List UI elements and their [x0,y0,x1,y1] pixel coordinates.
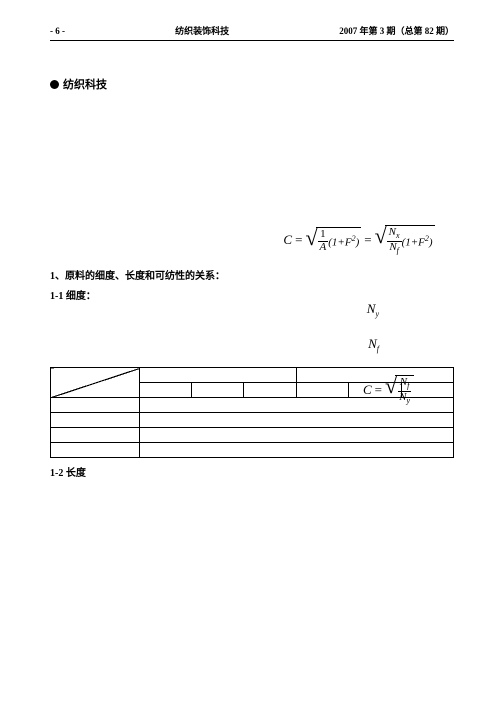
table-cell [51,428,140,443]
page: - 6 - 纺织装饰科技 2007 年第 3 期（总第 82 期） 纺织科技 C… [0,0,504,499]
sqrt-1: √ 1 A (1+F2) [305,227,361,253]
var-C: C [283,232,292,248]
journal-title: 纺织装饰科技 [65,24,339,37]
subsection-1-2: 1-2 长度 [50,464,454,479]
table-row [51,443,454,458]
equals-3: = [375,382,382,398]
table-row [51,428,454,443]
frac3-den: Ny [397,392,412,406]
equals-2: = [364,232,371,248]
var-C2: C [363,382,372,398]
table-cell [139,383,191,398]
frac2-num: Nx [387,227,402,242]
frac1-num: 1 [318,229,328,242]
table-cell [51,413,140,428]
sqrt-3: √ Nf Ny [385,375,414,405]
table-row [51,413,454,428]
page-header: - 6 - 纺织装饰科技 2007 年第 3 期（总第 82 期） [50,24,454,41]
issue-info: 2007 年第 3 期（总第 82 期） [339,24,454,37]
frac1-den: A [318,242,329,254]
section-heading: 纺织科技 [50,76,454,92]
table-cell [192,383,244,398]
sqrt-2: √ Nx Nf (1+F2) [375,225,435,255]
term-2: (1+F2) [402,234,433,249]
symbol-Nf: Nf [368,335,379,354]
diag-cell [51,368,140,398]
table-cell [139,443,453,458]
table-cell [296,383,348,398]
subsection-1: 1、原料的细度、长度和可纺性的关系： [50,267,454,282]
table-cell [139,368,296,383]
section-title-text: 纺织科技 [63,76,107,92]
formula-2: C = √ Nf Ny [363,375,414,405]
table-cell [139,413,453,428]
term-1: (1+F2) [328,234,359,249]
table-cell [139,428,453,443]
table-cell [51,443,140,458]
table-cell [244,383,296,398]
table-cell [51,398,140,413]
frac3-num: Nf [398,377,412,392]
frac2-den: Nf [387,242,401,256]
page-number: - 6 - [50,26,65,36]
equals: = [295,232,302,248]
subsection-1-1: 1-1 细度： [50,287,454,302]
symbol-Ny: Ny [367,300,379,319]
bullet-icon [50,80,59,89]
formula-1: C = √ 1 A (1+F2) = √ Nx Nf [269,225,449,255]
